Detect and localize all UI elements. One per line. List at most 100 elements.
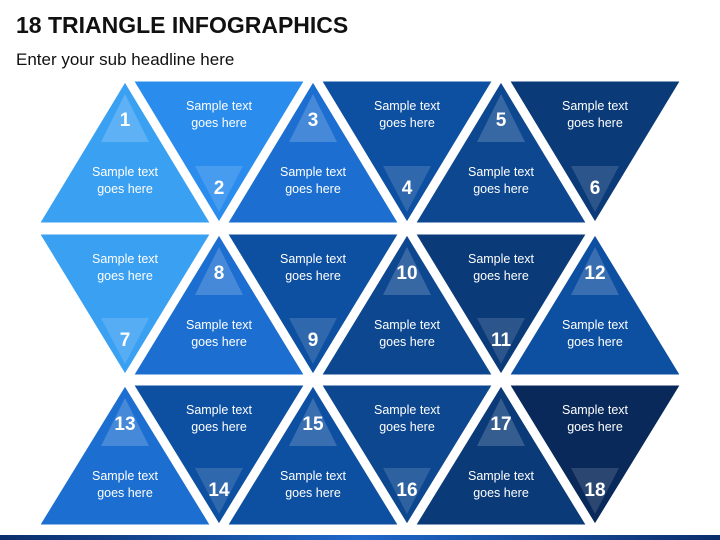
triangle-label-line: goes here [191, 116, 247, 130]
number-badge [383, 166, 431, 212]
triangle-shape [317, 382, 497, 529]
number-badge [571, 468, 619, 514]
triangle-number: 18 [584, 480, 605, 501]
triangle-number: 11 [491, 330, 512, 351]
triangle-12: 12 Sample text goes here [505, 230, 685, 378]
triangle-label-line: goes here [379, 420, 435, 434]
triangle-label-line: Sample text [374, 403, 441, 417]
triangle-shape [505, 78, 685, 227]
triangle-number: 10 [396, 263, 417, 284]
triangle-shape [129, 382, 309, 529]
triangle-shape [411, 77, 591, 226]
triangle-number: 6 [590, 178, 601, 199]
triangle-number: 7 [120, 330, 131, 351]
triangle-number: 1 [120, 110, 131, 131]
triangle-shape [223, 231, 403, 379]
triangle-number: 16 [396, 480, 417, 501]
triangle-label-line: goes here [97, 486, 153, 500]
number-badge [289, 318, 337, 364]
triangle-shape [317, 78, 497, 227]
triangle-11: 11 Sample text goes here [411, 231, 591, 379]
triangle-label-line: Sample text [468, 469, 535, 483]
triangle-13: 13 Sample text goes here [35, 381, 215, 528]
triangle-label-line: goes here [191, 335, 247, 349]
triangle-3: 3 Sample text goes here [223, 77, 403, 226]
number-badge [383, 247, 431, 295]
triangle-8: 8 Sample text goes here [129, 230, 309, 378]
number-badge [571, 247, 619, 295]
triangle-number: 4 [402, 178, 413, 199]
triangle-6: 6 Sample text goes here [505, 78, 685, 227]
triangle-shape [317, 230, 497, 378]
number-badge [289, 398, 337, 446]
triangle-label-line: Sample text [92, 469, 159, 483]
triangle-label-line: goes here [285, 486, 341, 500]
triangle-shape [505, 382, 685, 529]
number-badge [477, 94, 525, 142]
triangle-label-line: goes here [191, 420, 247, 434]
triangle-number: 5 [496, 110, 507, 131]
triangle-number: 8 [214, 263, 225, 284]
triangle-label-line: Sample text [280, 165, 347, 179]
triangle-label-line: goes here [567, 335, 623, 349]
triangle-label-line: Sample text [468, 252, 535, 266]
triangle-shape [223, 381, 403, 528]
triangle-number: 12 [584, 263, 605, 284]
triangle-label-line: Sample text [280, 252, 347, 266]
triangle-shape [223, 77, 403, 226]
triangle-label-line: goes here [473, 269, 529, 283]
triangle-shape [35, 231, 215, 379]
triangle-label-line: Sample text [468, 165, 535, 179]
triangle-label-line: Sample text [562, 99, 629, 113]
triangle-17: 17 Sample text goes here [411, 381, 591, 528]
triangle-shape [411, 231, 591, 379]
number-badge [477, 318, 525, 364]
triangle-label-line: Sample text [562, 403, 629, 417]
page-title: 18 TRIANGLE INFOGRAPHICS [16, 12, 349, 38]
number-badge [195, 468, 243, 514]
triangle-16: 16 Sample text goes here [317, 382, 497, 529]
number-badge [195, 247, 243, 295]
triangle-label-line: Sample text [186, 403, 253, 417]
number-badge [477, 398, 525, 446]
triangle-14: 14 Sample text goes here [129, 382, 309, 529]
triangle-label-line: goes here [567, 420, 623, 434]
triangle-label-line: goes here [97, 182, 153, 196]
triangle-1: 1 Sample text goes here [35, 77, 215, 226]
triangle-label-line: Sample text [374, 99, 441, 113]
triangle-10: 10 Sample text goes here [317, 230, 497, 378]
triangle-15: 15 Sample text goes here [223, 381, 403, 528]
triangle-number: 3 [308, 110, 319, 131]
triangle-number: 17 [490, 414, 511, 435]
number-badge [101, 318, 149, 364]
triangle-shape [35, 77, 215, 226]
triangle-label-line: goes here [285, 182, 341, 196]
triangle-5: 5 Sample text goes here [411, 77, 591, 226]
triangle-shape [505, 230, 685, 378]
bottom-accent-bar [0, 535, 720, 540]
triangle-label-line: Sample text [280, 469, 347, 483]
triangle-label-line: Sample text [374, 318, 441, 332]
triangle-label-line: goes here [285, 269, 341, 283]
triangle-7: 7 Sample text goes here [35, 231, 215, 379]
number-badge [383, 468, 431, 514]
triangle-2: 2 Sample text goes here [129, 78, 309, 227]
triangle-number: 13 [114, 414, 135, 435]
triangle-label-line: Sample text [92, 165, 159, 179]
triangle-label-line: goes here [379, 335, 435, 349]
triangle-number: 14 [208, 480, 230, 501]
triangle-label-line: goes here [473, 486, 529, 500]
triangle-4: 4 Sample text goes here [317, 78, 497, 227]
triangle-18: 18 Sample text goes here [505, 382, 685, 529]
number-badge [101, 94, 149, 142]
triangle-label-line: Sample text [92, 252, 159, 266]
triangle-label-line: goes here [97, 269, 153, 283]
triangle-number: 15 [302, 414, 324, 435]
number-badge [571, 166, 619, 212]
number-badge [289, 94, 337, 142]
triangle-label-line: Sample text [186, 318, 253, 332]
triangle-9: 9 Sample text goes here [223, 231, 403, 379]
triangle-label-line: Sample text [186, 99, 253, 113]
page-subtitle: Enter your sub headline here [16, 50, 235, 69]
